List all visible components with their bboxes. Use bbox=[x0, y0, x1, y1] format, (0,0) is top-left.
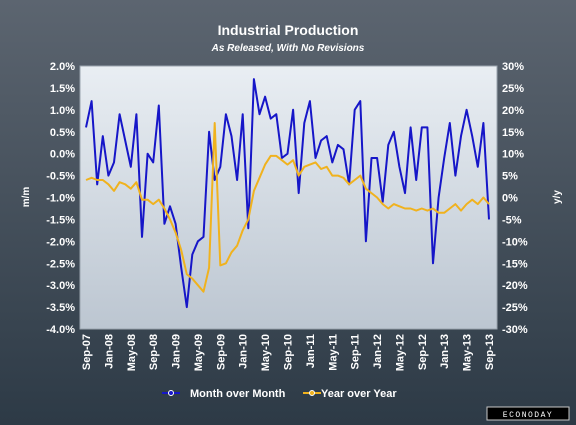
y-tick-right-label: 20% bbox=[502, 105, 524, 117]
x-tick-label: May-12 bbox=[394, 334, 406, 371]
x-tick-label: Jan-11 bbox=[305, 334, 317, 368]
series-line-year-over-year bbox=[85, 122, 490, 293]
y-tick-left-label: -3.5% bbox=[46, 302, 75, 314]
y-axis-right-ticks: 30% 25% 20% 15% 10% 5% 0% -5% -10% -15% -20% -25% -3… bbox=[502, 61, 528, 336]
x-tick-label: Sep-12 bbox=[417, 334, 429, 370]
y-tick-right-label: -10% bbox=[502, 236, 528, 248]
legend: Month over Month Year over Year bbox=[162, 388, 397, 400]
x-tick-label: May-09 bbox=[193, 334, 205, 371]
chart-title: Industrial Production bbox=[218, 22, 359, 38]
x-tick-label: Sep-09 bbox=[215, 334, 227, 370]
series-layer bbox=[85, 78, 490, 309]
x-tick-label: Sep-08 bbox=[148, 334, 160, 370]
logo-box bbox=[486, 406, 570, 421]
legend-mom-label: Month over Month bbox=[190, 388, 286, 400]
legend-mom-marker bbox=[168, 390, 174, 396]
y-axis-left-label: m/m bbox=[21, 187, 32, 208]
x-tick-label: Jan-10 bbox=[238, 334, 250, 369]
y-tick-right-label: 30% bbox=[502, 61, 524, 73]
y-tick-left-label: -3.0% bbox=[46, 280, 75, 292]
x-tick-label: May-13 bbox=[462, 334, 474, 371]
y-tick-right-label: 5% bbox=[502, 171, 518, 183]
y-tick-left-label: -4.0% bbox=[46, 324, 75, 336]
econoday-logo: ECONODAY bbox=[486, 406, 570, 421]
x-tick-label: Jan-09 bbox=[171, 334, 183, 369]
y-tick-left-label: 0.0% bbox=[50, 149, 75, 161]
y-tick-right-label: 25% bbox=[502, 83, 524, 95]
y-tick-right-label: 0% bbox=[502, 193, 518, 205]
logo-text: ECONODAY bbox=[503, 411, 553, 420]
y-tick-right-label: -15% bbox=[502, 258, 528, 270]
x-tick-label: Jan-13 bbox=[439, 334, 451, 369]
x-tick-label: Sep-07 bbox=[81, 334, 93, 370]
y-tick-right-label: -5% bbox=[502, 214, 522, 226]
x-tick-label: May-10 bbox=[260, 334, 272, 371]
x-tick-label: Jan-12 bbox=[372, 334, 384, 369]
series-line-month-over-month bbox=[85, 78, 490, 309]
y-tick-left-label: -2.5% bbox=[46, 258, 75, 270]
y-tick-right-label: -25% bbox=[502, 302, 528, 314]
y-tick-left-label: 0.5% bbox=[50, 127, 75, 139]
y-tick-right-label: -20% bbox=[502, 280, 528, 292]
y-tick-right-label: 10% bbox=[502, 149, 524, 161]
x-axis-ticks: Sep-07 Jan-08 May-08 Sep-08 Jan-09 May-09 Sep-… bbox=[81, 334, 496, 371]
x-tick-label: May-08 bbox=[126, 334, 138, 371]
y-tick-right-label: 15% bbox=[502, 127, 524, 139]
y-tick-left-label: -2.0% bbox=[46, 236, 75, 248]
y-tick-left-label: -0.5% bbox=[46, 171, 75, 183]
y-axis-left-ticks: 2.0% 1.5% 1.0% 0.5% 0.0% -0.5% -1.0% -1.5% -2.0%… bbox=[46, 61, 75, 336]
chart-subtitle: As Released, With No Revisions bbox=[211, 43, 365, 54]
y-tick-left-label: 1.5% bbox=[50, 83, 75, 95]
y-tick-left-label: -1.5% bbox=[46, 214, 75, 226]
y-tick-left-label: 1.0% bbox=[50, 105, 75, 117]
y-tick-right-label: -30% bbox=[502, 324, 528, 336]
x-tick-label: Sep-10 bbox=[283, 334, 295, 370]
x-tick-label: Jan-08 bbox=[103, 334, 115, 369]
x-tick-label: Sep-11 bbox=[350, 334, 362, 369]
y-tick-left-label: -1.0% bbox=[46, 193, 75, 205]
legend-yoy-marker bbox=[309, 390, 315, 396]
legend-yoy-label: Year over Year bbox=[321, 388, 397, 400]
x-tick-label: May-11 bbox=[327, 334, 339, 371]
y-axis-right-label: y/y bbox=[552, 190, 563, 204]
y-tick-left-label: 2.0% bbox=[50, 61, 75, 73]
plot-area bbox=[79, 65, 498, 330]
x-tick-label: Sep-13 bbox=[484, 334, 496, 370]
